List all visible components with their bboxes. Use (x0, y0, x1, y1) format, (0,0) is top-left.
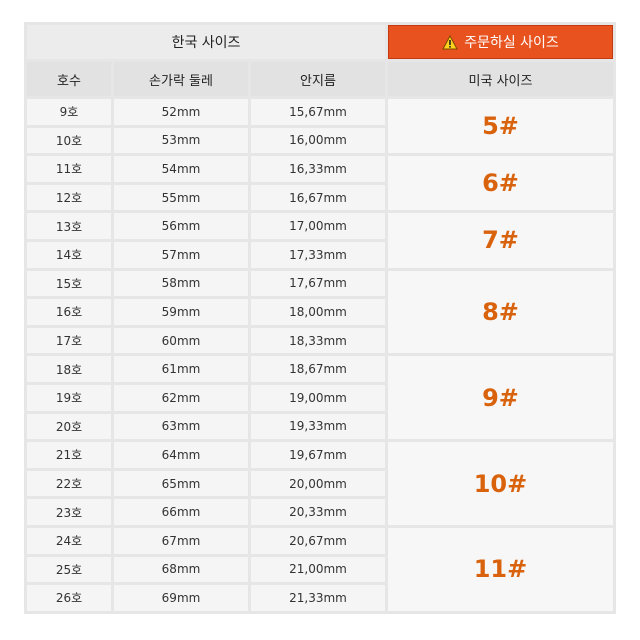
finger-circumference: 67mm (114, 527, 248, 554)
table-row: 24호 67mm 20,67mm 11# (27, 527, 613, 611)
inner-diameter: 21,00mm (251, 556, 385, 583)
size-chart: 한국 사이즈 주문하실 사이즈 호수 손가락 둘레 안지름 미국 사이즈 9호 52mm… (24, 22, 616, 614)
table-row: 22호 65mm 20,00mm (27, 470, 613, 497)
us-size: 5# (388, 99, 613, 154)
size-table: 한국 사이즈 주문하실 사이즈 호수 손가락 둘레 안지름 미국 사이즈 9호 52mm… (24, 22, 616, 614)
inner-diameter: 19,33mm (251, 413, 385, 440)
order-size-header: 주문하실 사이즈 (388, 25, 613, 59)
table-row: 25호 68mm 21,00mm (27, 556, 613, 583)
finger-circumference: 62mm (114, 384, 248, 411)
table-row: 26호 69mm 21,33mm (27, 585, 613, 611)
korean-size: 22호 (27, 470, 111, 497)
us-size: 6# (388, 156, 613, 211)
korean-size: 20호 (27, 413, 111, 440)
table-row: 15호 58mm 17,67mm 8# (27, 270, 613, 354)
inner-diameter: 19,00mm (251, 384, 385, 411)
finger-circumference: 66mm (114, 499, 248, 525)
finger-circumference: 54mm (114, 156, 248, 182)
finger-circumference: 52mm (114, 99, 248, 125)
column-header: 호수 (27, 62, 111, 96)
finger-circumference: 56mm (114, 213, 248, 239)
korean-size: 23호 (27, 499, 111, 525)
korean-size: 21호 (27, 442, 111, 468)
table-row: 17호 60mm 18,33mm (27, 327, 613, 354)
korean-size: 10호 (27, 127, 111, 154)
inner-diameter: 17,33mm (251, 241, 385, 268)
finger-circumference: 63mm (114, 413, 248, 440)
table-row: 20호 63mm 19,33mm (27, 413, 613, 440)
us-size: 7# (388, 213, 613, 268)
finger-circumference: 55mm (114, 184, 248, 211)
inner-diameter: 18,67mm (251, 356, 385, 382)
finger-circumference: 57mm (114, 241, 248, 268)
table-row: 11호 54mm 16,33mm 6# (27, 156, 613, 211)
finger-circumference: 61mm (114, 356, 248, 382)
finger-circumference: 69mm (114, 585, 248, 611)
table-row: 23호 66mm 20,33mm (27, 499, 613, 525)
us-size: 10# (388, 442, 613, 525)
inner-diameter: 20,33mm (251, 499, 385, 525)
column-header: 손가락 둘레 (114, 62, 248, 96)
korean-size: 14호 (27, 241, 111, 268)
finger-circumference: 58mm (114, 270, 248, 297)
finger-circumference: 64mm (114, 442, 248, 468)
finger-circumference: 65mm (114, 470, 248, 497)
korean-size: 19호 (27, 384, 111, 411)
table-row: 9호 52mm 15,67mm 5# (27, 99, 613, 154)
finger-circumference: 68mm (114, 556, 248, 583)
korean-size: 13호 (27, 213, 111, 239)
korean-size: 11호 (27, 156, 111, 182)
table-row: 10호 53mm 16,00mm (27, 127, 613, 154)
finger-circumference: 59mm (114, 299, 248, 325)
korean-size: 18호 (27, 356, 111, 382)
inner-diameter: 20,67mm (251, 527, 385, 554)
korean-size: 16호 (27, 299, 111, 325)
finger-circumference: 53mm (114, 127, 248, 154)
table-row: 12호 55mm 16,67mm (27, 184, 613, 211)
inner-diameter: 18,33mm (251, 327, 385, 354)
inner-diameter: 16,33mm (251, 156, 385, 182)
inner-diameter: 17,67mm (251, 270, 385, 297)
column-header: 미국 사이즈 (388, 62, 613, 96)
table-row: 21호 64mm 19,67mm 10# (27, 442, 613, 525)
inner-diameter: 17,00mm (251, 213, 385, 239)
korean-size: 25호 (27, 556, 111, 583)
warning-icon (442, 34, 459, 50)
finger-circumference: 60mm (114, 327, 248, 354)
table-row: 19호 62mm 19,00mm (27, 384, 613, 411)
korean-size: 9호 (27, 99, 111, 125)
inner-diameter: 16,67mm (251, 184, 385, 211)
us-size: 9# (388, 356, 613, 440)
korean-size: 17호 (27, 327, 111, 354)
column-header: 안지름 (251, 62, 385, 96)
inner-diameter: 20,00mm (251, 470, 385, 497)
korean-size: 24호 (27, 527, 111, 554)
korean-size: 12호 (27, 184, 111, 211)
order-size-text: 주문하실 사이즈 (464, 35, 559, 51)
inner-diameter: 18,00mm (251, 299, 385, 325)
table-row: 16호 59mm 18,00mm (27, 299, 613, 325)
korean-size: 26호 (27, 585, 111, 611)
inner-diameter: 19,67mm (251, 442, 385, 468)
inner-diameter: 21,33mm (251, 585, 385, 611)
inner-diameter: 15,67mm (251, 99, 385, 125)
inner-diameter: 16,00mm (251, 127, 385, 154)
us-size: 8# (388, 270, 613, 354)
table-row: 13호 56mm 17,00mm 7# (27, 213, 613, 268)
us-size: 11# (388, 527, 613, 611)
korean-size: 15호 (27, 270, 111, 297)
table-row: 18호 61mm 18,67mm 9# (27, 356, 613, 440)
korean-size-header: 한국 사이즈 (27, 25, 385, 59)
table-row: 14호 57mm 17,33mm (27, 241, 613, 268)
